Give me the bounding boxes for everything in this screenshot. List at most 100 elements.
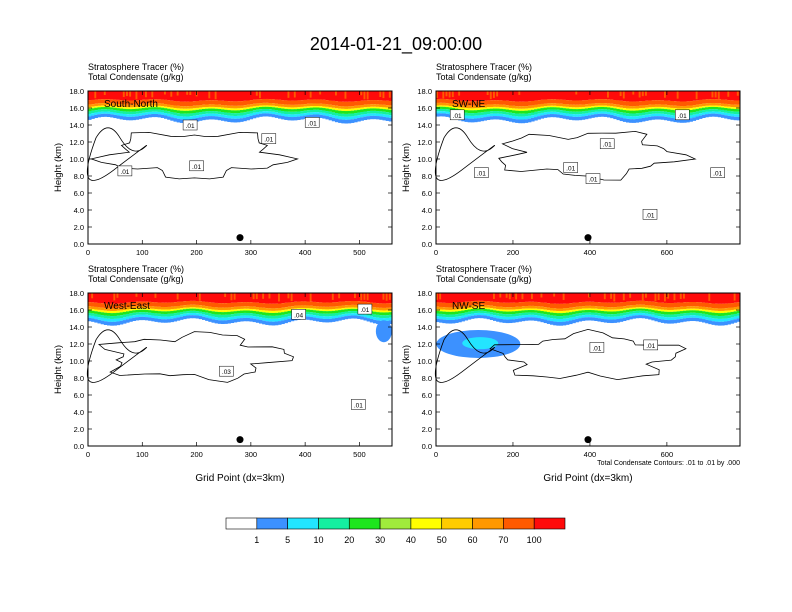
tracer-streak xyxy=(360,91,363,96)
tracer-cell xyxy=(445,113,450,117)
tracer-streak xyxy=(622,91,625,99)
tracer-cell xyxy=(527,91,532,102)
tracer-cell xyxy=(151,113,155,118)
tracer-streak xyxy=(309,293,312,302)
tracer-cell xyxy=(246,310,250,313)
tracer-cell xyxy=(505,114,510,118)
tracer-cell xyxy=(603,319,608,323)
tracer-cell xyxy=(132,317,136,321)
tracer-cell xyxy=(692,306,697,309)
colorbar-cell xyxy=(533,517,566,530)
colorbar-cell xyxy=(410,517,443,530)
tracer-cell xyxy=(122,311,127,315)
tracer-cell xyxy=(689,302,693,307)
tracer-cell xyxy=(455,100,459,105)
tracer-cell xyxy=(657,309,662,312)
tracer-cell xyxy=(335,118,339,123)
figure-title: 2014-01-21_09:00:00 xyxy=(310,34,482,55)
tracer-cell xyxy=(278,312,282,316)
tracer-cell xyxy=(531,109,535,113)
tracer-cell xyxy=(154,99,159,104)
tracer-cell xyxy=(319,114,323,118)
tracer-cell xyxy=(622,115,627,119)
tracer-cell xyxy=(540,318,545,323)
tracer-cell xyxy=(550,114,554,118)
tracer-cell xyxy=(534,310,538,313)
tracer-cell xyxy=(148,109,152,112)
tracer-cell xyxy=(524,293,529,302)
tracer-cell xyxy=(385,312,390,316)
tracer-cell xyxy=(559,99,564,104)
tracer-cell xyxy=(195,115,200,118)
tracer-cell xyxy=(107,107,111,110)
tracer-cell xyxy=(524,301,529,307)
tracer-cell xyxy=(259,113,263,117)
tracer-cell xyxy=(319,99,323,104)
tracer-cell xyxy=(499,316,503,319)
tracer-cell xyxy=(575,111,579,115)
tracer-cell xyxy=(116,315,121,319)
tracer-cell xyxy=(94,309,98,312)
tracer-cell xyxy=(641,315,646,319)
tracer-cell xyxy=(467,108,472,111)
tracer-cell xyxy=(458,306,462,310)
tracer-cell xyxy=(319,316,323,319)
tracer-cell xyxy=(287,107,292,110)
tracer-cell xyxy=(240,110,244,113)
tracer-cell xyxy=(676,293,681,303)
tracer-cell xyxy=(622,105,627,109)
tracer-cell xyxy=(489,316,494,321)
tracer-cell xyxy=(508,319,513,324)
tracer-cell xyxy=(603,111,608,114)
tracer-cell xyxy=(622,315,627,318)
tracer-cell xyxy=(259,111,263,114)
tracer-cell xyxy=(347,106,352,109)
tracer-cell xyxy=(673,108,678,111)
tracer-cell xyxy=(300,111,304,114)
tracer-cell xyxy=(91,106,95,109)
tracer-cell xyxy=(645,315,649,319)
tracer-cell xyxy=(103,113,108,117)
tracer-cell xyxy=(366,111,371,114)
tracer-cell xyxy=(338,301,342,306)
tracer-cell xyxy=(477,108,481,110)
tracer-cell xyxy=(610,107,614,111)
tracer-cell xyxy=(635,113,640,117)
tracer-cell xyxy=(527,101,532,106)
tracer-cell xyxy=(622,317,627,322)
tracer-cell xyxy=(240,105,244,109)
tracer-cell xyxy=(211,116,216,120)
tracer-streak xyxy=(708,293,711,301)
tracer-cell xyxy=(524,315,529,318)
tracer-cell xyxy=(502,100,507,105)
tracer-cell xyxy=(679,306,684,310)
tracer-cell xyxy=(616,313,621,317)
tracer-cell xyxy=(262,102,266,106)
tracer-cell xyxy=(100,109,105,112)
tracer-streak xyxy=(733,293,736,301)
contour-label-box xyxy=(351,399,366,410)
tracer-cell xyxy=(689,315,693,318)
tracer-cell xyxy=(575,116,579,121)
tracer-cell xyxy=(512,101,516,106)
tracer-cell xyxy=(192,91,197,102)
tracer-cell xyxy=(458,100,462,105)
tracer-cell xyxy=(714,105,719,107)
tracer-cell xyxy=(635,300,640,305)
tracer-cell xyxy=(515,318,519,323)
tracer-cell xyxy=(189,101,193,107)
tracer-cell xyxy=(477,307,481,309)
tracer-cell xyxy=(322,91,326,100)
tracer-cell xyxy=(338,113,342,117)
tracer-cell xyxy=(480,109,484,113)
tracer-cell xyxy=(287,111,292,115)
tracer-cell xyxy=(157,91,162,100)
tracer-cell xyxy=(581,111,586,114)
tracer-cell xyxy=(733,109,738,112)
tracer-cell xyxy=(603,99,608,104)
tracer-cell xyxy=(132,312,136,316)
tracer-cell xyxy=(325,318,330,323)
tracer-streak xyxy=(116,293,119,298)
tracer-cell xyxy=(221,312,225,315)
tracer-cell xyxy=(138,115,143,120)
